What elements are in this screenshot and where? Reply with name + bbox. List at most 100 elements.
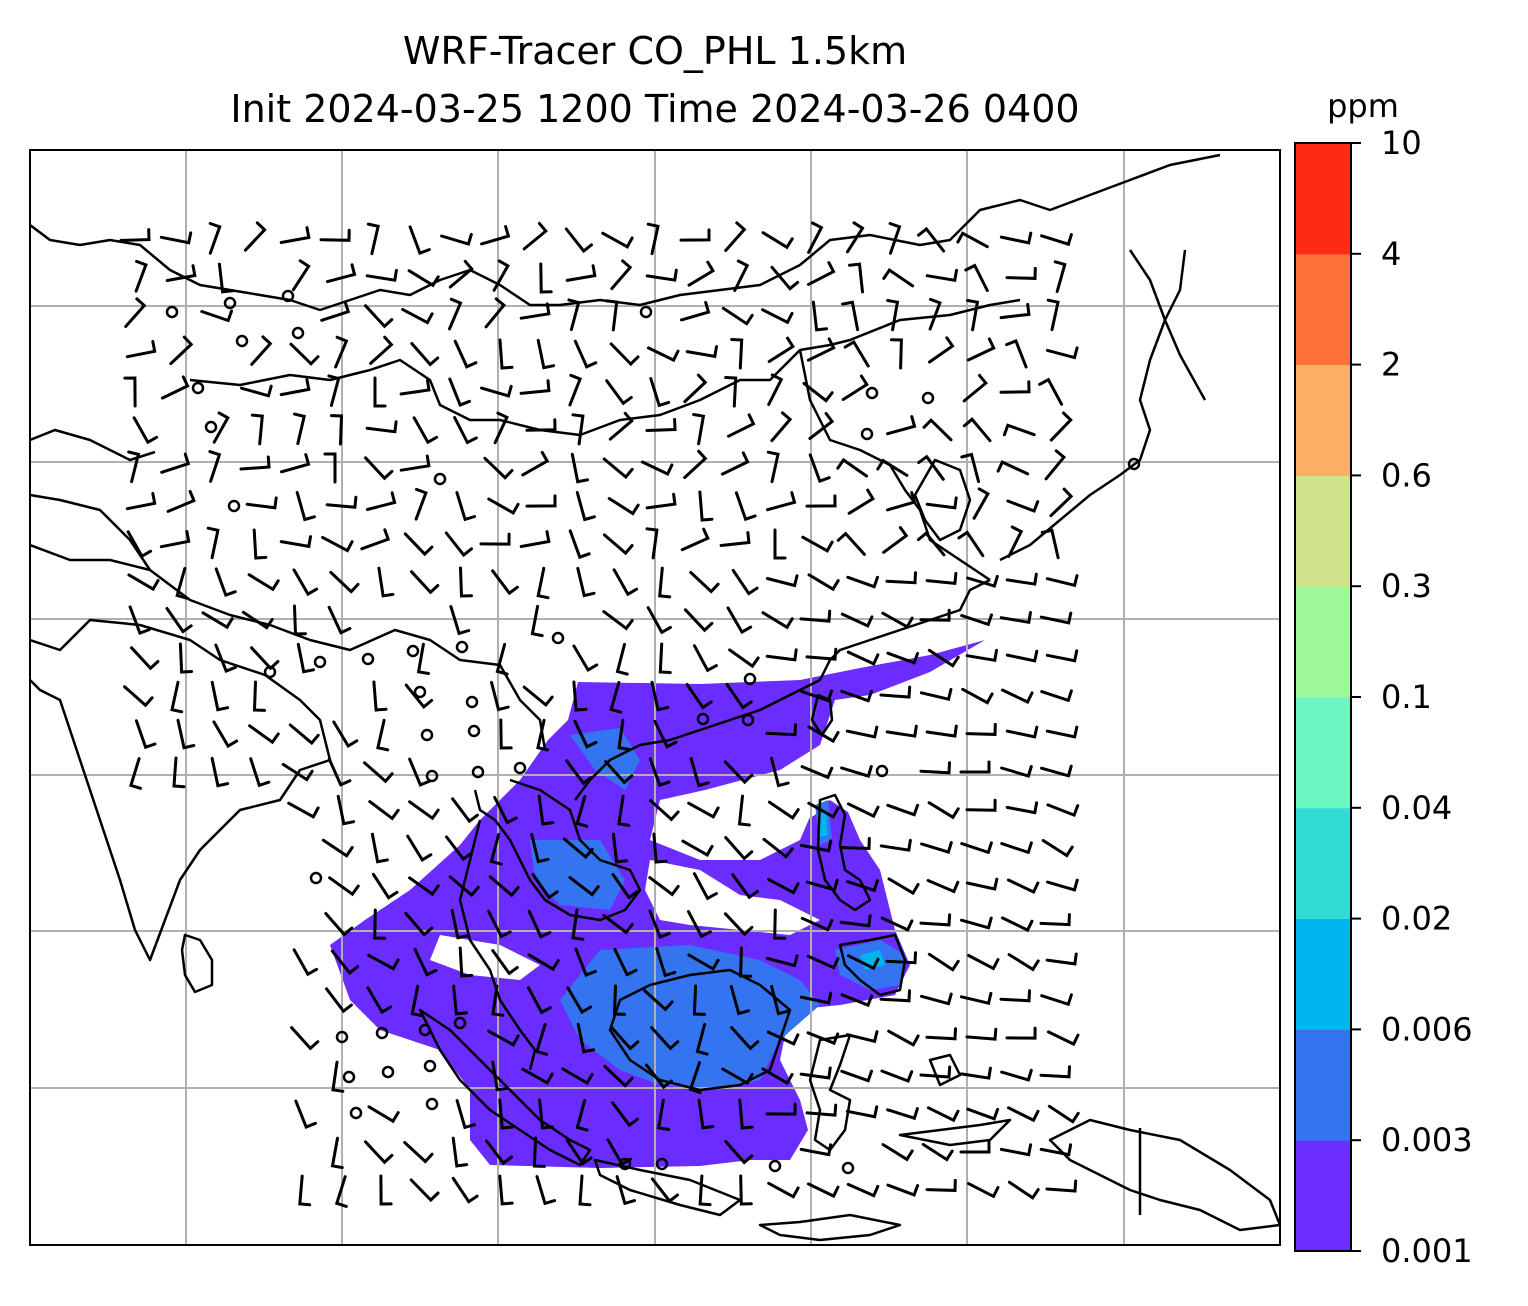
wind-barb — [928, 336, 955, 364]
calm-marker — [361, 652, 375, 666]
wind-barb — [399, 378, 431, 396]
wind-barb — [409, 1178, 440, 1203]
wind-barb — [966, 574, 999, 588]
wind-barb — [279, 535, 312, 549]
wind-barb — [368, 800, 400, 821]
wind-barb — [761, 1067, 794, 1086]
wind-barb — [165, 264, 197, 282]
wind-barb — [765, 723, 797, 737]
wind-barb — [200, 309, 233, 323]
wind-barb — [440, 232, 473, 246]
wind-barb — [570, 452, 589, 484]
wind-barb — [1005, 801, 1039, 815]
colorbar-tick-label: 0.003 — [1381, 1121, 1473, 1159]
wind-barb — [655, 947, 677, 978]
wind-barb — [612, 568, 639, 597]
wind-barb — [839, 914, 872, 928]
calm-marker — [875, 764, 889, 778]
wind-barb — [1044, 449, 1067, 481]
wind-barb — [217, 262, 234, 294]
wind-barb — [292, 568, 319, 597]
wind-barb — [243, 221, 267, 252]
wind-barb — [846, 802, 880, 819]
wind-barb — [1005, 649, 1039, 663]
wind-barb — [887, 1029, 920, 1047]
wind-barb — [444, 531, 473, 558]
wind-barb — [604, 760, 634, 785]
coastline-sakhalin — [1128, 249, 1207, 401]
wind-barb — [366, 222, 380, 256]
wind-barb — [210, 680, 230, 712]
wind-barb — [128, 605, 151, 636]
wind-barb — [602, 914, 634, 935]
wind-barb — [687, 953, 720, 972]
colorbar-tick-label: 4 — [1381, 235, 1401, 273]
wind-barb — [455, 491, 477, 522]
wind-barb — [327, 757, 352, 787]
calm-marker — [1127, 457, 1141, 471]
wind-barb — [295, 491, 316, 522]
wind-barb — [957, 530, 985, 558]
wind-barb — [880, 916, 914, 932]
wind-barb — [575, 795, 589, 828]
wind-barb — [761, 611, 794, 630]
wind-barb — [640, 460, 674, 476]
colorbar-tick-label: 0.001 — [1381, 1232, 1473, 1270]
coastline-new-guinea — [1048, 1118, 1280, 1232]
wind-barb — [999, 989, 1031, 1003]
wind-barb — [917, 226, 946, 253]
wind-barb — [646, 346, 680, 363]
plume-gap — [430, 935, 540, 980]
wind-barb — [879, 838, 912, 852]
wind-barb — [724, 221, 747, 252]
wind-barb — [886, 651, 920, 665]
wind-barb — [683, 373, 708, 404]
wind-barb — [727, 413, 756, 438]
wind-barb — [1049, 411, 1073, 442]
wind-barb — [999, 611, 1032, 625]
wind-barb — [319, 228, 351, 242]
wind-barb — [330, 414, 344, 446]
wind-barb — [845, 1030, 879, 1044]
wind-barb — [206, 526, 220, 560]
wind-barb — [959, 991, 993, 1006]
wind-barb — [805, 1103, 838, 1117]
wind-barb — [1049, 487, 1074, 518]
wind-barb — [321, 838, 354, 858]
calm-marker — [696, 712, 710, 726]
wind-barb — [733, 259, 750, 292]
wind-barb — [532, 1136, 546, 1168]
wind-barb — [124, 297, 147, 328]
wind-barb — [493, 411, 509, 445]
wind-barb — [687, 260, 716, 287]
colorbar-cell — [1295, 1140, 1351, 1252]
plume-gap — [670, 770, 830, 840]
wind-barb — [479, 532, 511, 546]
wind-barb — [527, 953, 560, 972]
border-central-asia — [30, 153, 1221, 312]
calm-marker — [433, 472, 447, 486]
wind-barb — [1045, 574, 1079, 588]
wind-barb — [330, 1136, 344, 1170]
wind-barb — [808, 412, 835, 440]
colorbar-cells — [1295, 143, 1351, 1252]
wind-barb — [119, 228, 151, 242]
wind-barb — [291, 259, 311, 292]
wind-barb — [287, 801, 320, 819]
wind-barb — [920, 992, 953, 1006]
wind-barb — [130, 646, 160, 671]
wind-barb — [836, 457, 868, 478]
wind-barb — [800, 689, 833, 703]
wind-barb — [648, 876, 680, 897]
wind-barb — [602, 457, 634, 480]
wind-barb — [688, 1061, 702, 1094]
wind-barb — [521, 1067, 554, 1085]
wind-barb — [962, 417, 992, 443]
wind-barb — [575, 491, 596, 522]
wind-barb — [1046, 803, 1080, 818]
wind-barb — [773, 528, 787, 560]
colorbar-cell — [1295, 143, 1351, 255]
calm-marker — [865, 386, 879, 400]
wind-barb — [408, 800, 440, 821]
